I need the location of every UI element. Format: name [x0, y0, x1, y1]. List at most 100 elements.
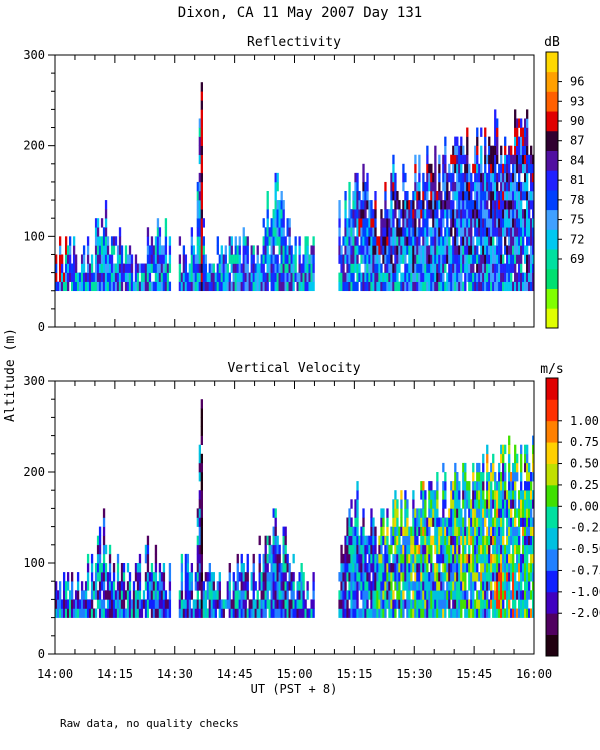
data-cell [480, 127, 483, 137]
data-cell [294, 236, 297, 246]
data-cell [114, 281, 118, 292]
data-cell [418, 608, 421, 618]
data-cell [502, 218, 505, 228]
data-cell [478, 254, 481, 264]
data-cell [368, 608, 371, 618]
data-cell [104, 227, 108, 237]
data-cell [532, 526, 535, 536]
data-cell [414, 572, 417, 582]
data-cell [274, 172, 277, 183]
data-cell [218, 254, 221, 264]
data-cell [58, 581, 62, 591]
data-cell [422, 200, 425, 210]
data-cell [464, 535, 467, 546]
data-cell [228, 590, 231, 600]
data-cell [396, 245, 399, 255]
data-cell [406, 281, 409, 292]
data-cell [356, 590, 359, 600]
data-cell [350, 236, 353, 246]
data-cell [456, 145, 459, 156]
data-cell [512, 499, 515, 509]
data-cell [454, 281, 457, 292]
data-cell [340, 599, 343, 609]
data-cell [446, 218, 449, 228]
colorbar-swatch [546, 91, 558, 112]
data-cell [160, 263, 164, 273]
data-cell [392, 172, 395, 183]
data-cell [474, 227, 477, 237]
data-cell [116, 599, 120, 609]
data-cell [310, 254, 313, 264]
data-cell [422, 508, 425, 518]
data-cell [510, 227, 513, 237]
data-cell [272, 245, 275, 255]
data-cell [436, 236, 439, 246]
data-cell [408, 272, 411, 282]
data-cell [64, 245, 68, 255]
data-cell [404, 254, 407, 264]
data-cell [518, 572, 521, 582]
data-cell [390, 209, 393, 219]
data-cell [474, 481, 477, 491]
data-cell [146, 572, 150, 582]
colorbar-tick-label: 0.75 [570, 435, 599, 449]
data-cell [524, 209, 527, 219]
data-cell [80, 254, 84, 264]
data-cell [354, 572, 357, 582]
data-cell [252, 563, 255, 573]
data-cell [184, 608, 188, 618]
data-cell [102, 563, 106, 573]
data-cell [502, 590, 505, 600]
data-cell [524, 254, 527, 264]
data-cell [524, 245, 527, 255]
data-cell [516, 553, 519, 564]
data-cell [198, 172, 201, 183]
data-cell [442, 281, 445, 292]
data-cell [264, 563, 267, 573]
data-cell [102, 553, 106, 564]
data-cell [198, 200, 201, 210]
data-cell [472, 236, 475, 246]
data-cell [402, 236, 405, 246]
data-cell [204, 254, 207, 264]
data-cell [196, 517, 199, 527]
data-cell [428, 272, 431, 282]
data-cell [414, 599, 417, 609]
data-cell [346, 572, 349, 582]
data-cell [78, 281, 82, 292]
data-cell [420, 254, 423, 264]
data-cell [388, 218, 391, 228]
data-cell [478, 517, 481, 527]
data-cell [182, 608, 186, 618]
data-cell [428, 245, 431, 255]
data-cell [486, 544, 489, 555]
data-cell [380, 517, 383, 527]
data-cell [278, 218, 281, 228]
data-cell [464, 218, 467, 228]
data-cell [204, 572, 207, 582]
data-cell [396, 227, 399, 237]
data-cell [152, 581, 156, 591]
data-cell [108, 272, 112, 282]
data-cell [458, 544, 461, 555]
data-cell [354, 254, 357, 264]
data-cell [244, 263, 247, 273]
data-cell [514, 599, 517, 609]
data-cell [200, 263, 203, 273]
data-cell [152, 254, 156, 264]
data-cell [106, 608, 110, 618]
data-cell [450, 481, 453, 491]
data-cell [364, 590, 367, 600]
data-cell [146, 544, 150, 555]
data-cell [464, 563, 467, 573]
data-cell [296, 281, 299, 292]
data-cell [500, 444, 503, 455]
data-cell [488, 281, 491, 292]
data-cell [374, 245, 377, 255]
velocity-data [55, 399, 535, 618]
data-cell [134, 263, 138, 273]
data-cell [55, 581, 58, 591]
data-cell [514, 590, 517, 600]
data-cell [496, 608, 499, 618]
data-cell [480, 508, 483, 518]
